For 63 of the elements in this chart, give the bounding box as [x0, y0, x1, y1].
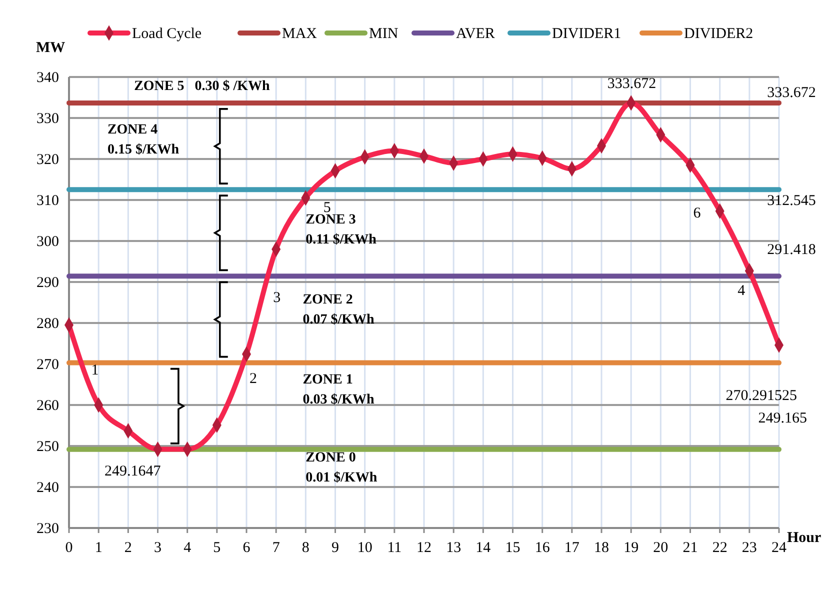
x-tick-label: 17 — [564, 540, 580, 556]
annotation: ZONE 2 0.07 $/KWh — [302, 292, 374, 328]
legend-label: MAX — [282, 26, 318, 42]
x-tick-label: 16 — [534, 540, 550, 556]
annotation: ZONE 5 0.30 $ /KWh — [134, 79, 270, 94]
x-tick-label: 21 — [682, 540, 698, 556]
y-tick-label: 300 — [36, 234, 59, 250]
y-tick-label: 310 — [36, 193, 59, 209]
x-tick-label: 23 — [742, 540, 757, 556]
y-tick-label: 290 — [36, 275, 59, 291]
y-tick-label: 330 — [36, 111, 59, 127]
annotation: 312.545 — [767, 193, 816, 209]
x-tick-label: 11 — [387, 540, 402, 556]
annotation: 249.1647 — [104, 464, 162, 480]
annotation: 333.672 — [767, 85, 816, 102]
annotation: 3 — [273, 290, 281, 306]
annotation: 2 — [249, 370, 257, 387]
x-tick-label: 12 — [416, 540, 432, 556]
x-tick-label: 20 — [653, 540, 668, 556]
x-tick-label: 19 — [624, 540, 639, 556]
annotation: ZONE 4 0.15 $/KWh — [107, 122, 180, 158]
y-tick-label: 340 — [36, 70, 59, 86]
x-tick-label: 22 — [712, 540, 728, 556]
x-tick-label: 5 — [213, 540, 221, 556]
x-tick-label: 24 — [772, 540, 787, 556]
x-tick-label: 3 — [154, 540, 162, 556]
y-tick-label: 320 — [36, 152, 59, 168]
x-tick-label: 15 — [505, 540, 520, 556]
y-tick-label: 240 — [36, 480, 59, 496]
y-tick-label: 230 — [36, 521, 59, 537]
annotation: ZONE 1 0.03 $/KWh — [302, 372, 374, 408]
x-tick-label: 14 — [476, 540, 492, 556]
x-tick-label: 0 — [65, 540, 73, 556]
x-axis-title: Hour — [787, 530, 822, 546]
x-tick-label: 1 — [94, 540, 102, 556]
y-tick-label: 280 — [36, 316, 59, 332]
x-tick-label: 18 — [594, 540, 609, 556]
x-tick-label: 6 — [242, 540, 251, 556]
annotation: 291.418 — [767, 242, 816, 258]
legend-label: MIN — [369, 26, 398, 42]
x-tick-label: 4 — [184, 540, 192, 556]
annotation: 6 — [693, 205, 702, 222]
annotation: 333.672 — [607, 76, 656, 92]
legend-label: DIVIDER1 — [552, 26, 622, 42]
x-tick-label: 13 — [446, 540, 462, 556]
annotation: ZONE 0 0.01 $/KWh — [306, 450, 378, 486]
y-tick-label: 270 — [36, 357, 59, 373]
y-tick-label: 260 — [36, 398, 59, 414]
x-tick-label: 10 — [357, 540, 372, 556]
x-tick-label: 2 — [124, 540, 132, 556]
annotation: ZONE 3 0.11 $/KWh — [306, 212, 377, 248]
annotation: 1 — [91, 362, 99, 379]
annotation: 249.165 — [758, 410, 808, 426]
annotation: 4 — [738, 283, 746, 300]
x-tick-label: 9 — [332, 540, 339, 556]
legend-label: Load Cycle — [132, 26, 202, 42]
legend-label: DIVIDER2 — [684, 26, 754, 42]
x-tick-label: 8 — [302, 540, 310, 556]
y-tick-label: 250 — [36, 439, 59, 455]
x-tick-label: 7 — [272, 540, 280, 556]
annotation: 270.291525 — [726, 388, 797, 404]
legend-label: AVER — [456, 26, 495, 42]
y-axis-title: MW — [36, 40, 66, 56]
